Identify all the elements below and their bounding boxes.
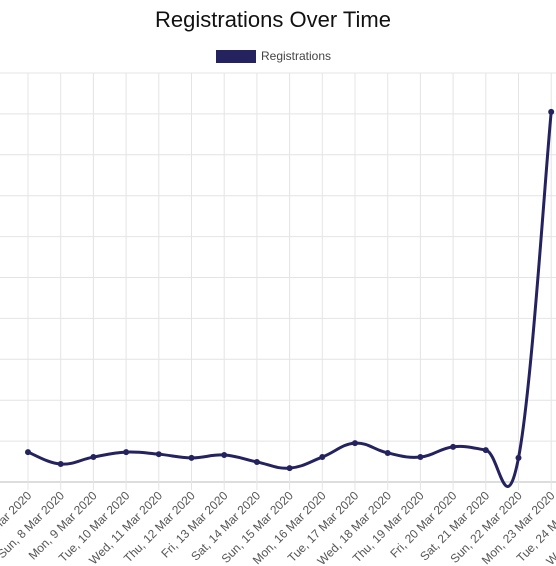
legend-swatch [216,50,256,63]
point [352,440,358,447]
point [482,447,489,454]
point [319,454,326,461]
point [123,449,130,456]
point [90,454,97,461]
point [384,449,391,456]
chart-title: Registrations Over Time [155,7,391,32]
point [450,443,457,450]
point [548,108,555,115]
point [155,451,162,458]
point [417,454,424,461]
point [188,454,195,461]
point [221,452,228,459]
point [25,449,31,456]
point [515,454,522,461]
point [57,461,64,468]
legend-label: Registrations [261,49,331,63]
point [253,458,260,465]
point [286,465,293,472]
